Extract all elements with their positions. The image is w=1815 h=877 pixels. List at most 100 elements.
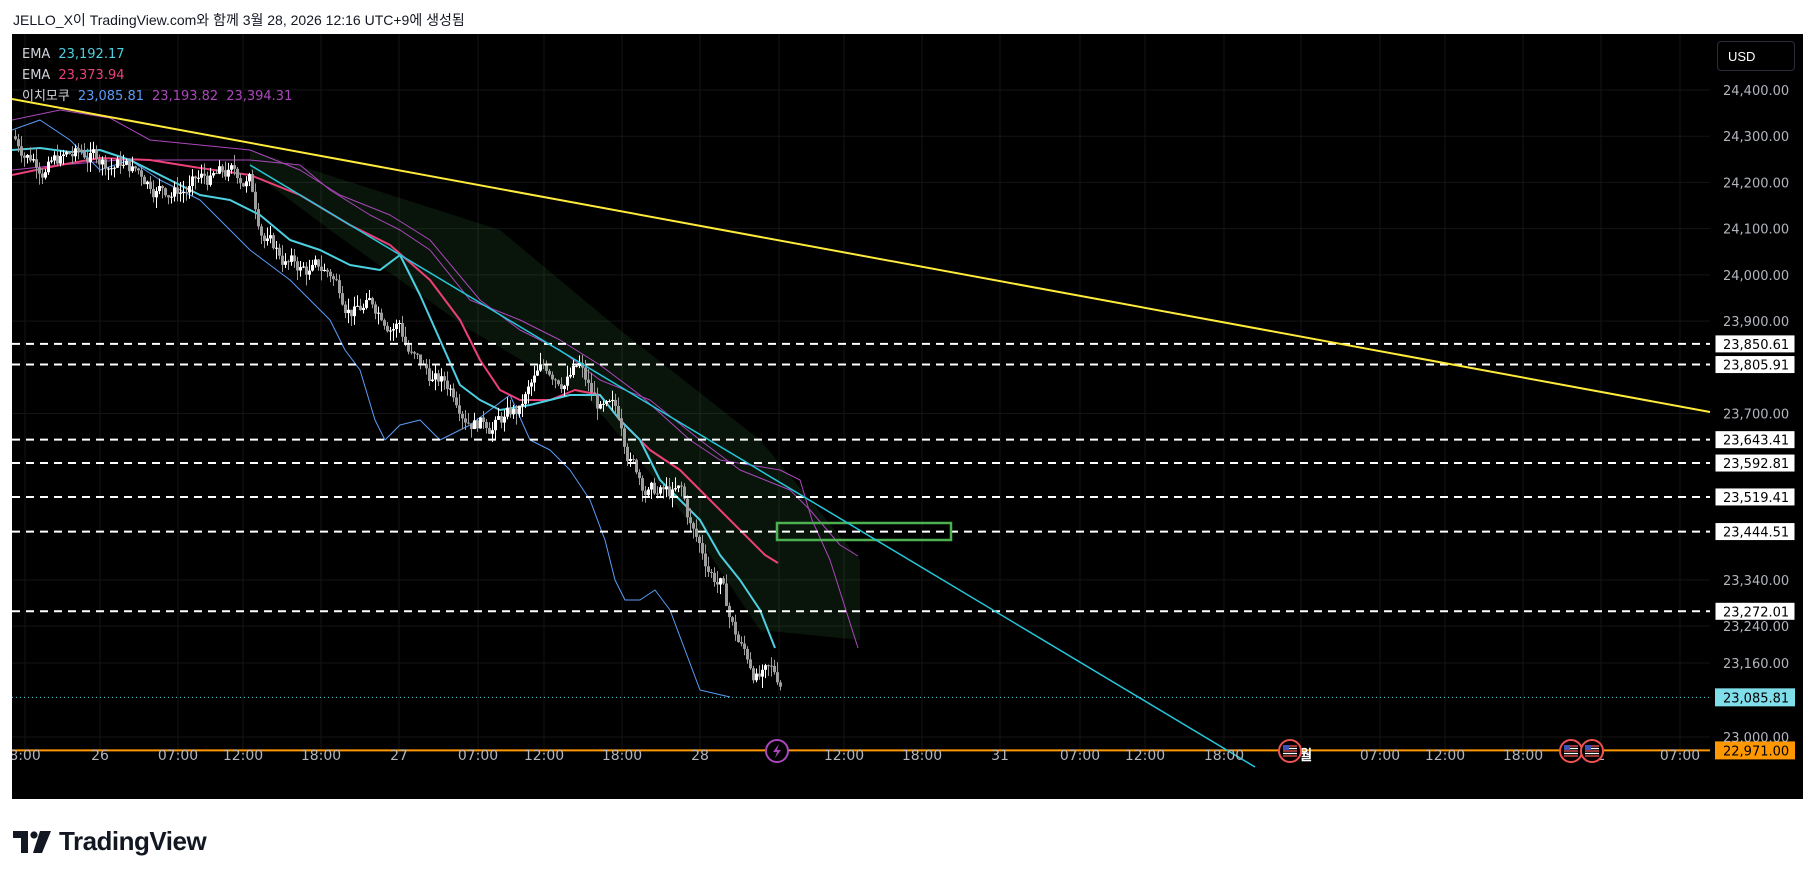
candle-body <box>545 364 548 371</box>
candle-body <box>386 325 389 332</box>
candle-body <box>278 247 281 256</box>
candle-body <box>698 536 701 544</box>
legend-ema-fast[interactable]: EMA 23,192.17 <box>22 47 125 62</box>
price-tick-label: 23,900.00 <box>1723 315 1789 330</box>
candle-body <box>161 186 164 189</box>
legend-ichimoku[interactable]: 이치모쿠 23,085.81 23,193.82 23,394.31 <box>22 89 293 104</box>
candle-body <box>410 351 413 353</box>
candle-body <box>164 188 167 196</box>
candle-body <box>50 160 53 162</box>
price-tick-label: 24,000.00 <box>1723 269 1789 284</box>
candle-body <box>548 370 551 375</box>
candle-body <box>191 176 194 186</box>
event-markers <box>765 739 1604 763</box>
candle-body <box>311 264 314 271</box>
candle-body <box>755 673 758 681</box>
yellow-trendline <box>12 98 1711 413</box>
ichimoku-span-b <box>12 159 859 649</box>
candle-body <box>260 226 263 236</box>
candle-body <box>596 394 599 409</box>
candle-body <box>764 665 767 670</box>
ichimoku-span-a <box>12 109 859 557</box>
trendlines <box>12 98 1711 768</box>
tradingview-logo[interactable]: TradingView <box>13 826 207 857</box>
candle-body <box>572 365 575 375</box>
candle-body <box>359 305 362 311</box>
candle-body <box>287 261 290 263</box>
candle-body <box>128 160 131 172</box>
candle-body <box>68 152 71 155</box>
candle-body <box>593 392 596 395</box>
chart-panel[interactable]: 23,850.61 23,805.91 23,643.41 23,592.81 23,5… <box>12 34 1803 799</box>
candle-body <box>32 159 35 161</box>
price-tick-label: 23,000.00 <box>1723 731 1789 746</box>
candle-body <box>257 209 260 227</box>
lightning-bolt <box>773 744 781 758</box>
candle-body <box>353 306 356 317</box>
level-label: 23,444.51 <box>1723 526 1789 541</box>
candle-body <box>203 173 206 176</box>
candle-body <box>308 270 311 275</box>
time-tick-label: 12:00 <box>524 748 564 764</box>
candle-body <box>659 487 662 494</box>
candle-body <box>566 376 569 386</box>
candle-body <box>449 388 452 390</box>
candle-body <box>98 159 101 165</box>
candle-body <box>650 482 653 490</box>
candle-body <box>395 323 398 330</box>
candle-body <box>26 155 29 158</box>
candle-body <box>362 307 365 311</box>
candle-body <box>641 478 644 491</box>
candle-body <box>509 407 512 415</box>
candle-body <box>773 665 776 673</box>
candle-body <box>263 235 266 242</box>
candle-body <box>122 164 125 166</box>
candle-body <box>629 458 632 461</box>
candle-body <box>29 155 32 161</box>
candle-body <box>644 490 647 496</box>
candle-body <box>524 394 527 404</box>
current-price-label-box <box>1715 688 1795 707</box>
candle-body <box>116 159 119 168</box>
candle-body <box>131 166 134 172</box>
candle-body <box>350 309 353 317</box>
candle-body <box>254 191 257 210</box>
candle-body <box>419 354 422 364</box>
candle-body <box>248 174 251 182</box>
candle-body <box>272 235 275 249</box>
candle-body <box>182 192 185 194</box>
price-chart[interactable]: 23,850.61 23,805.91 23,643.41 23,592.81 23,5… <box>12 34 1803 799</box>
candle-body <box>266 238 269 242</box>
level-label-box <box>1714 522 1796 542</box>
candle-body <box>401 323 404 337</box>
candle-body <box>533 375 536 383</box>
price-tick-label: 24,300.00 <box>1723 130 1789 145</box>
flag-canton <box>1585 745 1591 750</box>
candle-body <box>71 154 74 157</box>
candle-body <box>206 175 209 185</box>
candle-body <box>152 188 155 198</box>
level-label: 23,272.01 <box>1723 605 1789 620</box>
candle-body <box>476 420 479 429</box>
candle-body <box>695 528 698 537</box>
candle-body <box>317 259 320 267</box>
candle-body <box>233 165 236 169</box>
time-tick-label: 07:00 <box>458 748 498 764</box>
candle-body <box>113 167 116 169</box>
candle-body <box>215 173 218 175</box>
candle-body <box>269 235 272 239</box>
candle-body <box>653 482 656 494</box>
candle-body <box>398 323 401 325</box>
price-tick-label: 24,400.00 <box>1723 84 1789 99</box>
candle-body <box>200 173 203 178</box>
candle-body <box>104 159 107 169</box>
candle-body <box>635 459 638 473</box>
candle-body <box>485 422 488 429</box>
candle-body <box>62 154 65 156</box>
legend-ema-slow[interactable]: EMA 23,373.94 <box>22 68 125 83</box>
ema-slow-line <box>12 157 779 564</box>
level-label-box <box>1714 487 1796 507</box>
currency-button[interactable]: USD <box>1717 41 1795 71</box>
candle-body <box>185 192 188 194</box>
candle-body <box>536 370 539 376</box>
